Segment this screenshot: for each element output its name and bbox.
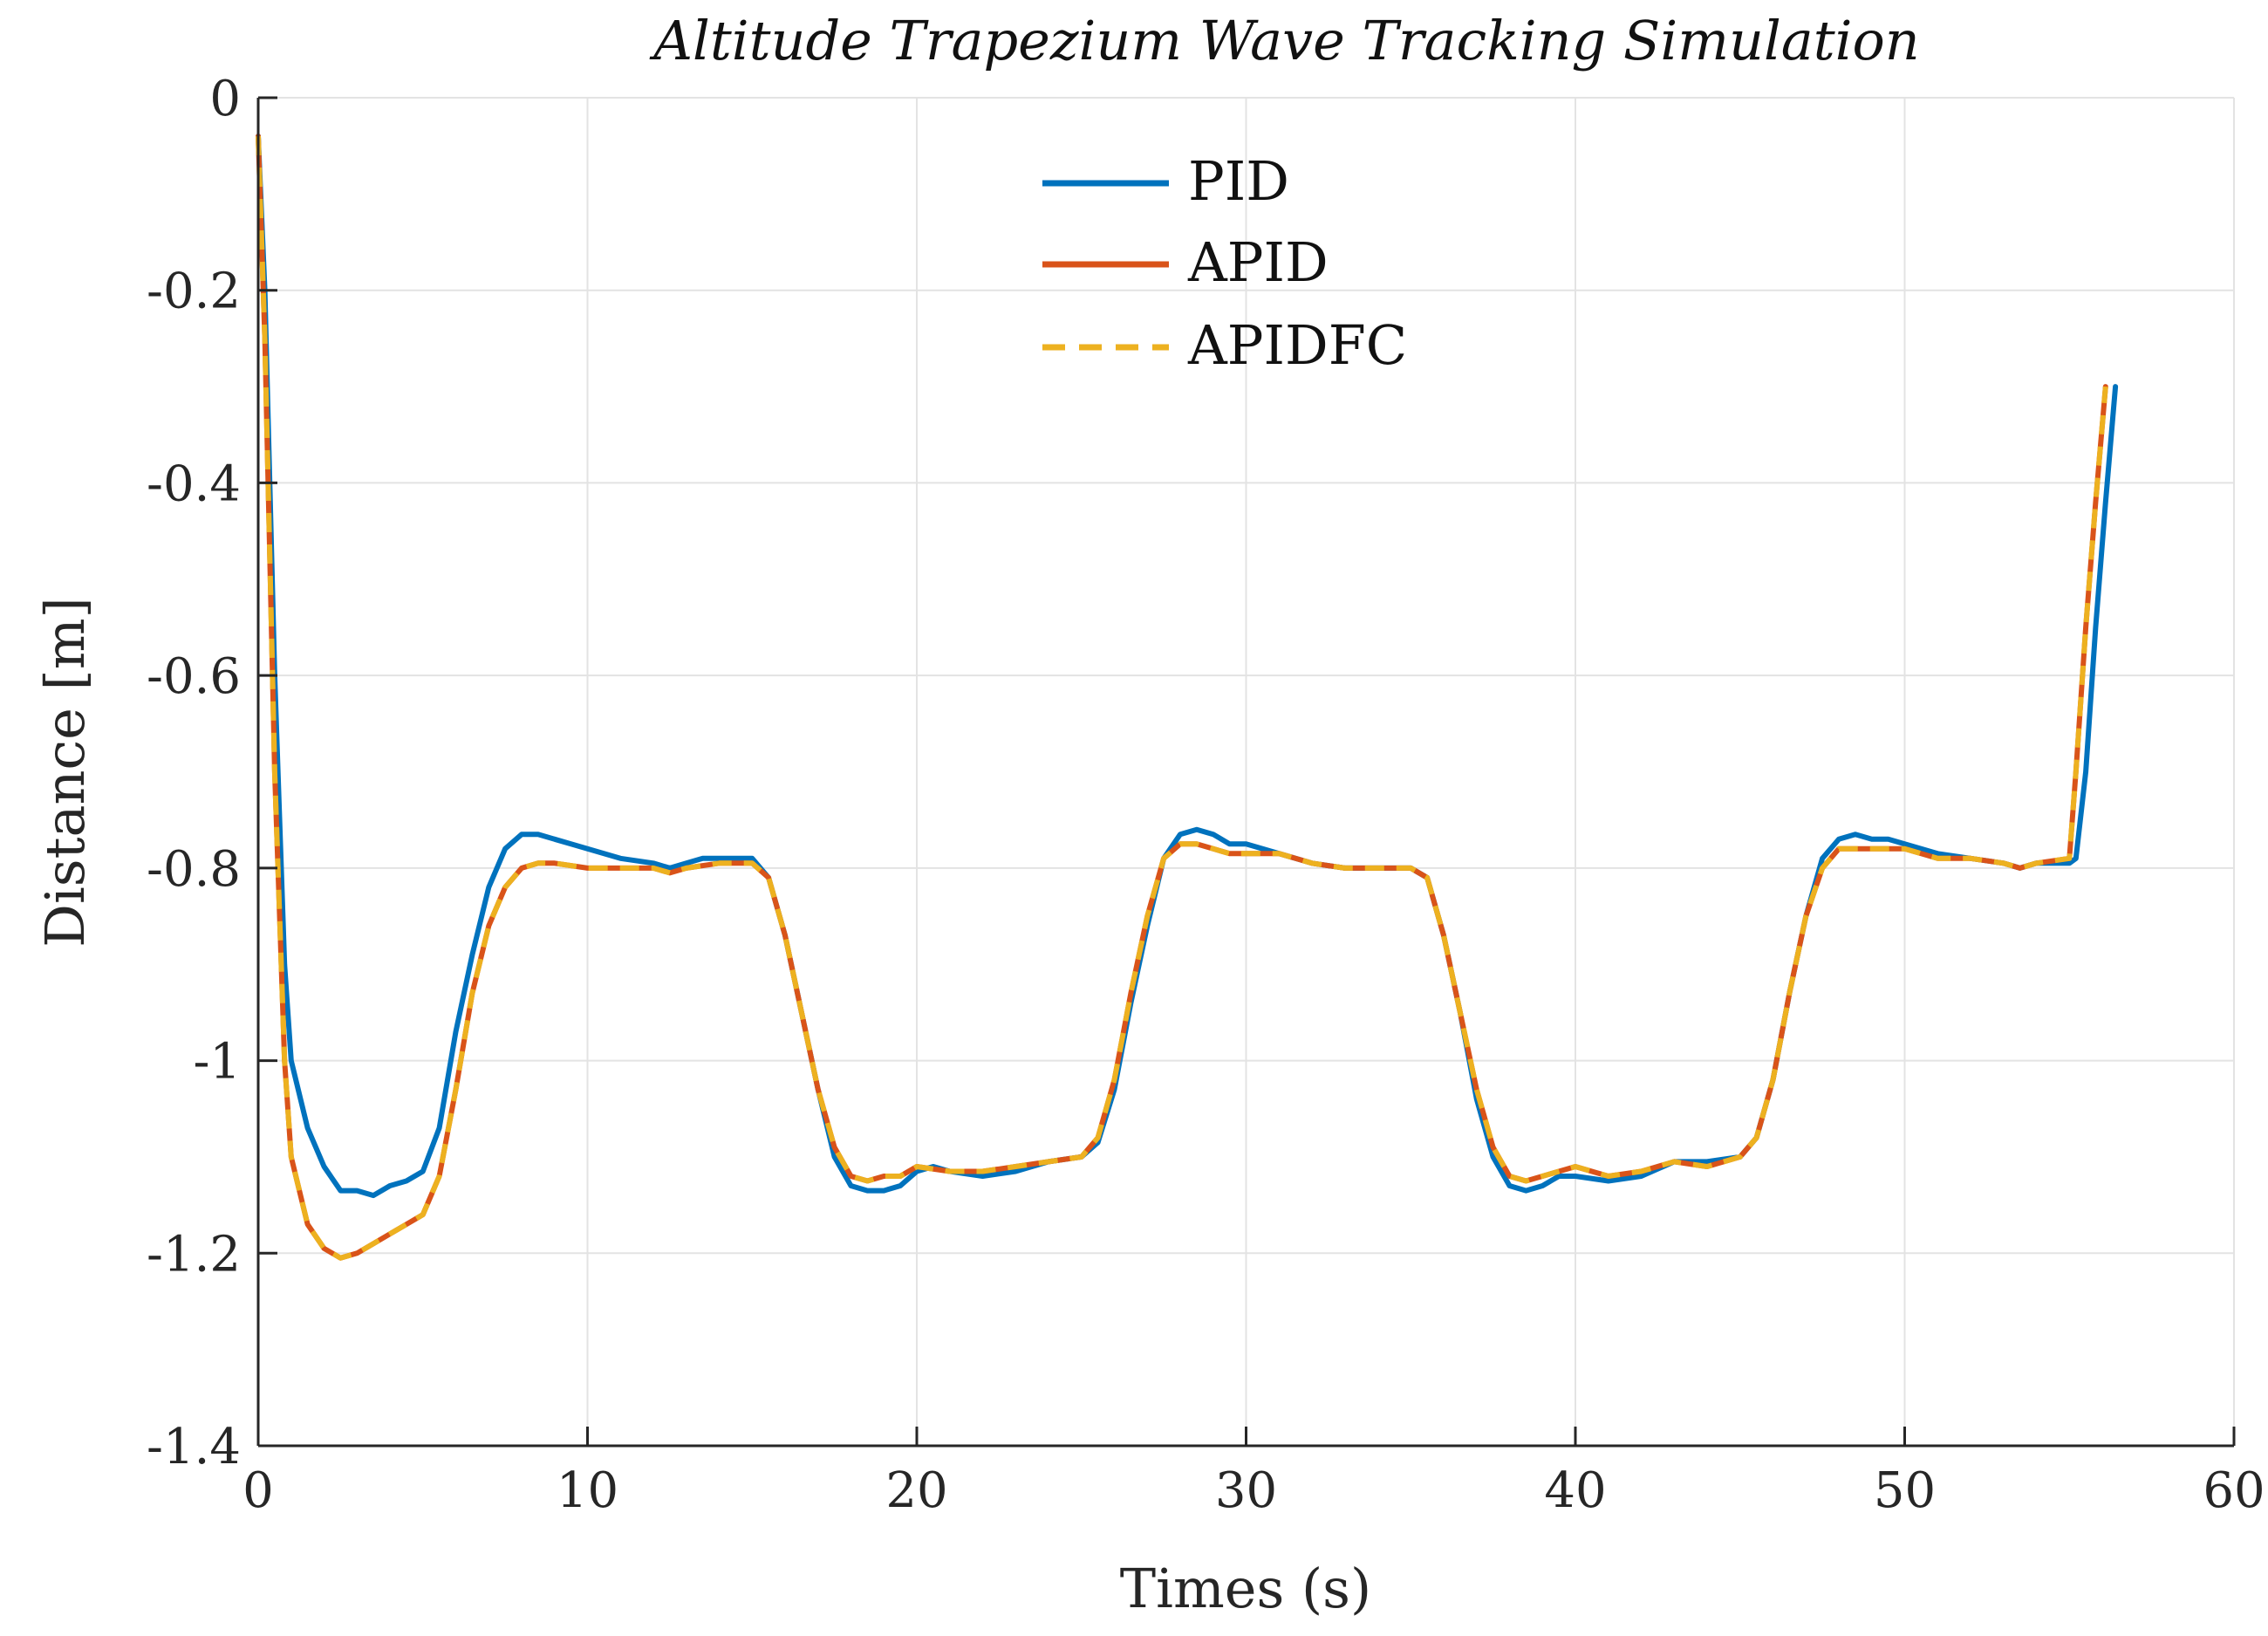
y-tick-label-1: -0.2 (147, 264, 241, 320)
y-tick-label-7: -1.4 (147, 1419, 241, 1475)
x-tick-label-2: 20 (885, 1462, 947, 1519)
series-line-apidfc (256, 136, 2108, 1261)
legend-label-apidfc: APIDFC (1187, 313, 1407, 377)
legend-label-pid: PID (1188, 149, 1289, 213)
y-tick-label-4: -0.8 (147, 841, 241, 898)
axes (256, 96, 2236, 1448)
legend: PID APID APIDFC (1042, 149, 1407, 377)
x-tick-label-0: 0 (243, 1462, 274, 1519)
chart-title: Altitude Trapezium Wave Tracking Simulat… (649, 9, 1920, 72)
x-tick-label-6: 60 (2203, 1462, 2265, 1519)
y-tick-label-3: -0.6 (147, 648, 241, 705)
y-tick-label-2: -0.4 (147, 455, 241, 512)
y-tick-label-5: -1 (193, 1034, 241, 1091)
y-tick-label-6: -1.2 (147, 1226, 241, 1283)
x-tick-label-4: 40 (1544, 1462, 1606, 1519)
x-axis-label: Times (s) (1120, 1557, 1371, 1620)
y-axis-label: Distance [m] (33, 597, 97, 947)
x-tick-label-3: 30 (1215, 1462, 1277, 1519)
grid (257, 97, 2235, 1447)
x-tick-label-1: 10 (557, 1462, 618, 1519)
legend-label-apid: APID (1187, 230, 1329, 294)
series-group (256, 133, 2119, 1261)
tick-labels: 0 10 20 30 40 50 60 0 -0.2 -0.4 -0.6 -0.8 -1 -1.2 -1.4 (147, 71, 2265, 1519)
x-tick-label-5: 50 (1874, 1462, 1936, 1519)
y-tick-label-0: 0 (209, 71, 241, 127)
